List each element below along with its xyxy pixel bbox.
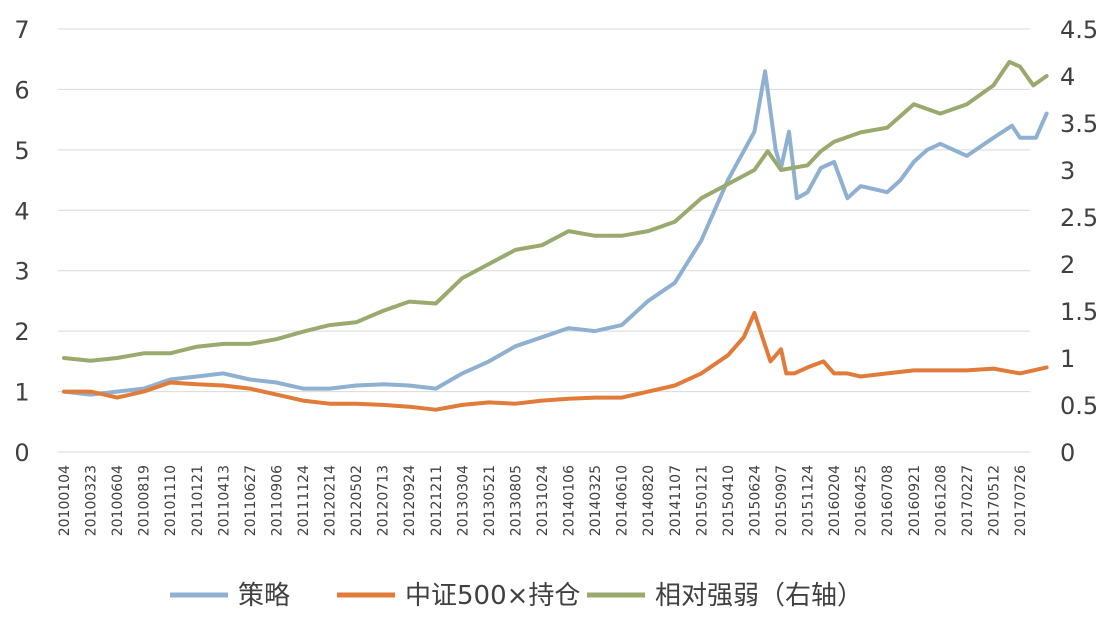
x-tick-label: 20130805 xyxy=(508,465,524,536)
y-right-tick-label: 0.5 xyxy=(1060,392,1098,420)
y-right-tick-label: 1.5 xyxy=(1060,298,1098,326)
y-left-tick-label: 5 xyxy=(14,137,29,165)
y-left-tick-label: 0 xyxy=(14,439,29,467)
x-axis: 20100104 20100323 20100604 20100819 20101110… xyxy=(57,465,1029,536)
x-tick-label: 20150410 xyxy=(721,465,737,536)
x-tick-label: 20151124 xyxy=(801,465,817,536)
y-left-tick-label: 1 xyxy=(14,379,29,407)
series-line-0 xyxy=(62,69,1049,397)
x-tick-label: 20160921 xyxy=(907,465,923,536)
x-tick-label: 20100819 xyxy=(137,465,153,536)
x-tick-label: 20130521 xyxy=(482,465,498,536)
x-tick-label: 20160425 xyxy=(854,465,870,536)
x-tick-label: 20161208 xyxy=(933,465,949,536)
x-tick-label: 20150121 xyxy=(694,465,710,536)
x-tick-label: 20160204 xyxy=(827,465,843,536)
x-tick-label: 20140610 xyxy=(615,465,631,536)
x-tick-label: 20140106 xyxy=(562,465,578,536)
x-tick-label: 20101110 xyxy=(163,465,179,536)
y-right-tick-label: 4 xyxy=(1060,63,1075,91)
x-tick-label: 20130304 xyxy=(455,465,471,536)
gridlines xyxy=(58,28,1030,453)
x-tick-label: 20110906 xyxy=(269,465,285,536)
legend-label-0: 策略 xyxy=(238,581,290,611)
x-tick-label: 20120502 xyxy=(349,465,365,536)
series-line-1 xyxy=(62,311,1049,412)
x-tick-label: 20110413 xyxy=(216,465,232,536)
y-left-tick-label: 2 xyxy=(14,318,29,346)
x-tick-label: 20170512 xyxy=(986,465,1002,536)
x-tick-label: 20100323 xyxy=(84,465,100,536)
x-tick-label: 20170726 xyxy=(1013,465,1029,536)
x-tick-label: 20150624 xyxy=(747,465,763,536)
x-tick-label: 20120214 xyxy=(323,465,339,536)
y-left-tick-label: 4 xyxy=(14,197,29,225)
legend-label-1: 中证500×持仓 xyxy=(405,581,580,611)
x-tick-label: 20111124 xyxy=(296,465,312,536)
x-tick-label: 20120713 xyxy=(376,465,392,536)
x-tick-label: 20100104 xyxy=(57,465,73,536)
x-tick-label: 20110627 xyxy=(243,465,259,536)
y-axis-right: 0 0.5 1 1.5 2 2.5 3 3.5 4 4.5 xyxy=(1060,16,1098,467)
y-left-tick-label: 3 xyxy=(14,258,29,286)
x-tick-label: 20131024 xyxy=(535,465,551,536)
x-tick-label: 20120924 xyxy=(402,465,418,536)
y-right-tick-label: 0 xyxy=(1060,439,1075,467)
y-right-tick-label: 1 xyxy=(1060,345,1075,373)
x-tick-label: 20140325 xyxy=(588,465,604,536)
x-tick-label: 20141107 xyxy=(668,465,684,536)
y-axis-left: 0 1 2 3 4 5 6 7 xyxy=(14,16,29,467)
x-tick-label: 20110121 xyxy=(190,465,206,536)
y-right-tick-label: 4.5 xyxy=(1060,16,1098,44)
series-line-2 xyxy=(62,59,1049,363)
y-right-tick-label: 3.5 xyxy=(1060,110,1098,138)
y-right-tick-label: 2 xyxy=(1060,251,1075,279)
x-tick-label: 20140820 xyxy=(641,465,657,536)
y-left-tick-label: 6 xyxy=(14,76,29,104)
y-right-tick-label: 2.5 xyxy=(1060,204,1098,232)
legend: 策略 中证500×持仓 相对强弱（右轴） xyxy=(170,581,863,611)
legend-label-2: 相对强弱（右轴） xyxy=(655,581,863,611)
x-tick-label: 20170227 xyxy=(960,465,976,536)
y-left-tick-label: 7 xyxy=(14,16,29,44)
series-lines xyxy=(62,59,1049,412)
x-tick-label: 20121211 xyxy=(429,465,445,536)
x-tick-label: 20160708 xyxy=(880,465,896,536)
y-right-tick-label: 3 xyxy=(1060,157,1075,185)
x-tick-label: 20100604 xyxy=(110,465,126,536)
x-tick-label: 20150907 xyxy=(774,465,790,536)
